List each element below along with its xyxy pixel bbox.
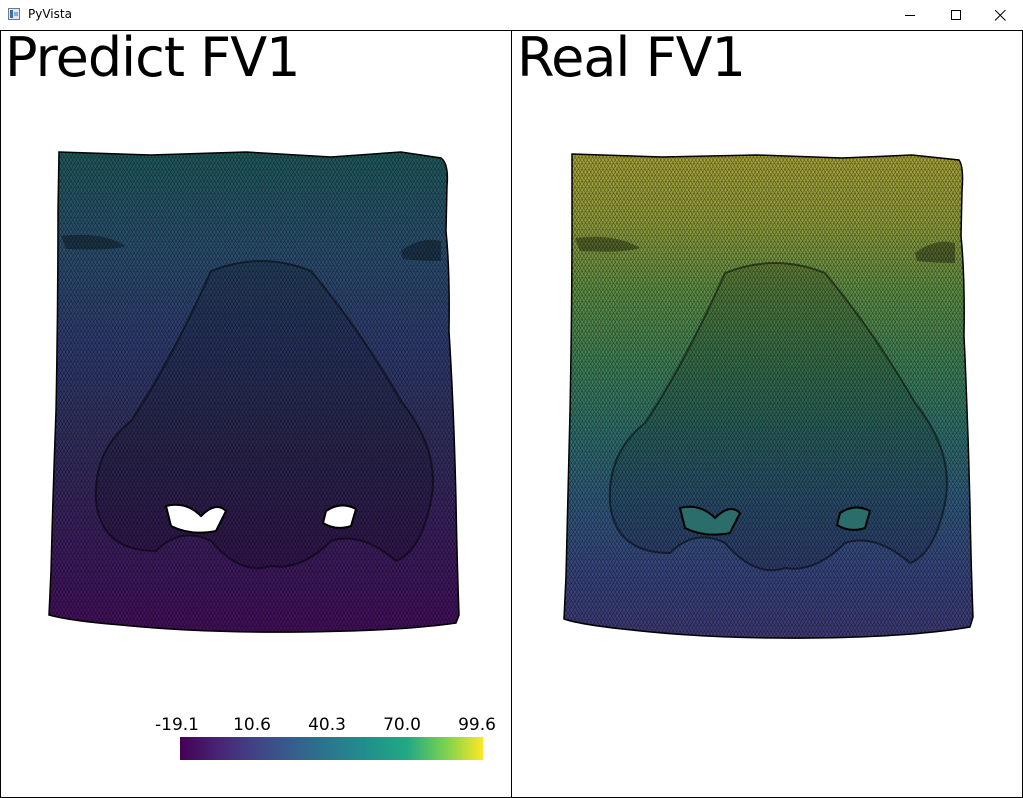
face-mesh-predict[interactable] xyxy=(1,31,512,797)
window-title: PyVista xyxy=(28,7,72,21)
minimize-button[interactable] xyxy=(887,0,933,30)
title-bar: PyVista xyxy=(0,0,1023,30)
viewport-title-predict: Predict FV1 xyxy=(5,30,301,89)
viewport-title-real: Real FV1 xyxy=(517,30,746,89)
minimize-icon xyxy=(904,14,915,16)
maximize-icon xyxy=(950,9,961,20)
face-mesh-real[interactable] xyxy=(512,31,1022,797)
close-button[interactable] xyxy=(977,0,1023,30)
pyvista-app-icon xyxy=(8,8,20,20)
render-viewport-predict[interactable]: Predict FV1 -19.1 10.6 40.3 70.0 99.6 xyxy=(0,30,513,798)
maximize-button[interactable] xyxy=(933,0,979,30)
close-icon xyxy=(994,9,1006,21)
render-viewport-real[interactable]: Real FV1 xyxy=(511,30,1023,798)
